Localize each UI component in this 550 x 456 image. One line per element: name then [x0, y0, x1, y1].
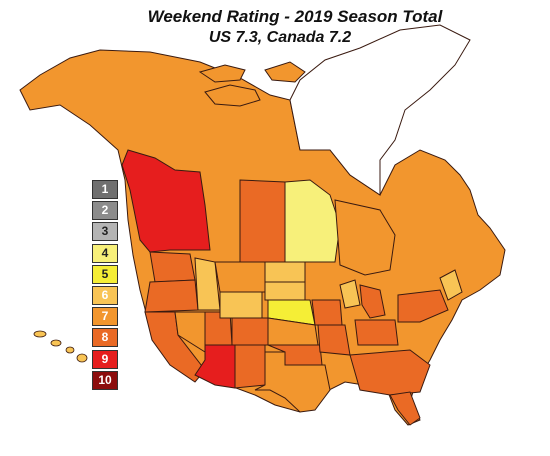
legend-item-10: 10: [92, 370, 118, 390]
region-british-columbia: [121, 149, 211, 253]
region-oregon: [144, 279, 199, 313]
region-iowa: [311, 299, 343, 326]
region-washington: [149, 251, 196, 283]
region-south-dakota: [264, 281, 306, 301]
legend-item-4: 4: [92, 243, 118, 263]
legend-item-3: 3: [92, 222, 118, 242]
map-title: Weekend Rating - 2019 Season Total: [147, 7, 443, 26]
legend-item-7: 7: [92, 307, 118, 327]
region-pennsylvania-newyork: [397, 289, 449, 323]
region-michigan: [359, 284, 386, 319]
rating-legend: 1 2 3 4 5 6 7 8 9 10: [92, 180, 122, 392]
title-block: Weekend Rating - 2019 Season Total US 7.…: [0, 6, 550, 48]
region-wisconsin: [339, 279, 361, 309]
legend-item-9: 9: [92, 349, 118, 369]
legend-item-1: 1: [92, 180, 118, 199]
legend-item-2: 2: [92, 201, 118, 221]
region-montana: [214, 261, 266, 293]
region-ontario: [334, 199, 396, 276]
northern-no-data-region: [289, 24, 471, 196]
region-north-dakota: [264, 261, 306, 283]
region-hawaii: [33, 330, 88, 363]
legend-item-8: 8: [92, 328, 118, 348]
region-ohio-indiana: [354, 319, 399, 346]
region-texas: [254, 351, 331, 413]
region-colorado: [231, 317, 269, 346]
map-subtitle: US 7.3, Canada 7.2: [208, 29, 352, 46]
region-wyoming: [219, 291, 263, 319]
region-saskatchewan: [239, 179, 286, 263]
region-new-mexico: [234, 344, 266, 389]
legend-item-6: 6: [92, 285, 118, 305]
region-missouri: [317, 324, 351, 356]
region-florida: [389, 391, 421, 426]
region-new-england: [439, 269, 463, 301]
region-southeast: [349, 349, 431, 396]
legend-item-5: 5: [92, 264, 118, 284]
arctic-islands: [198, 61, 306, 107]
